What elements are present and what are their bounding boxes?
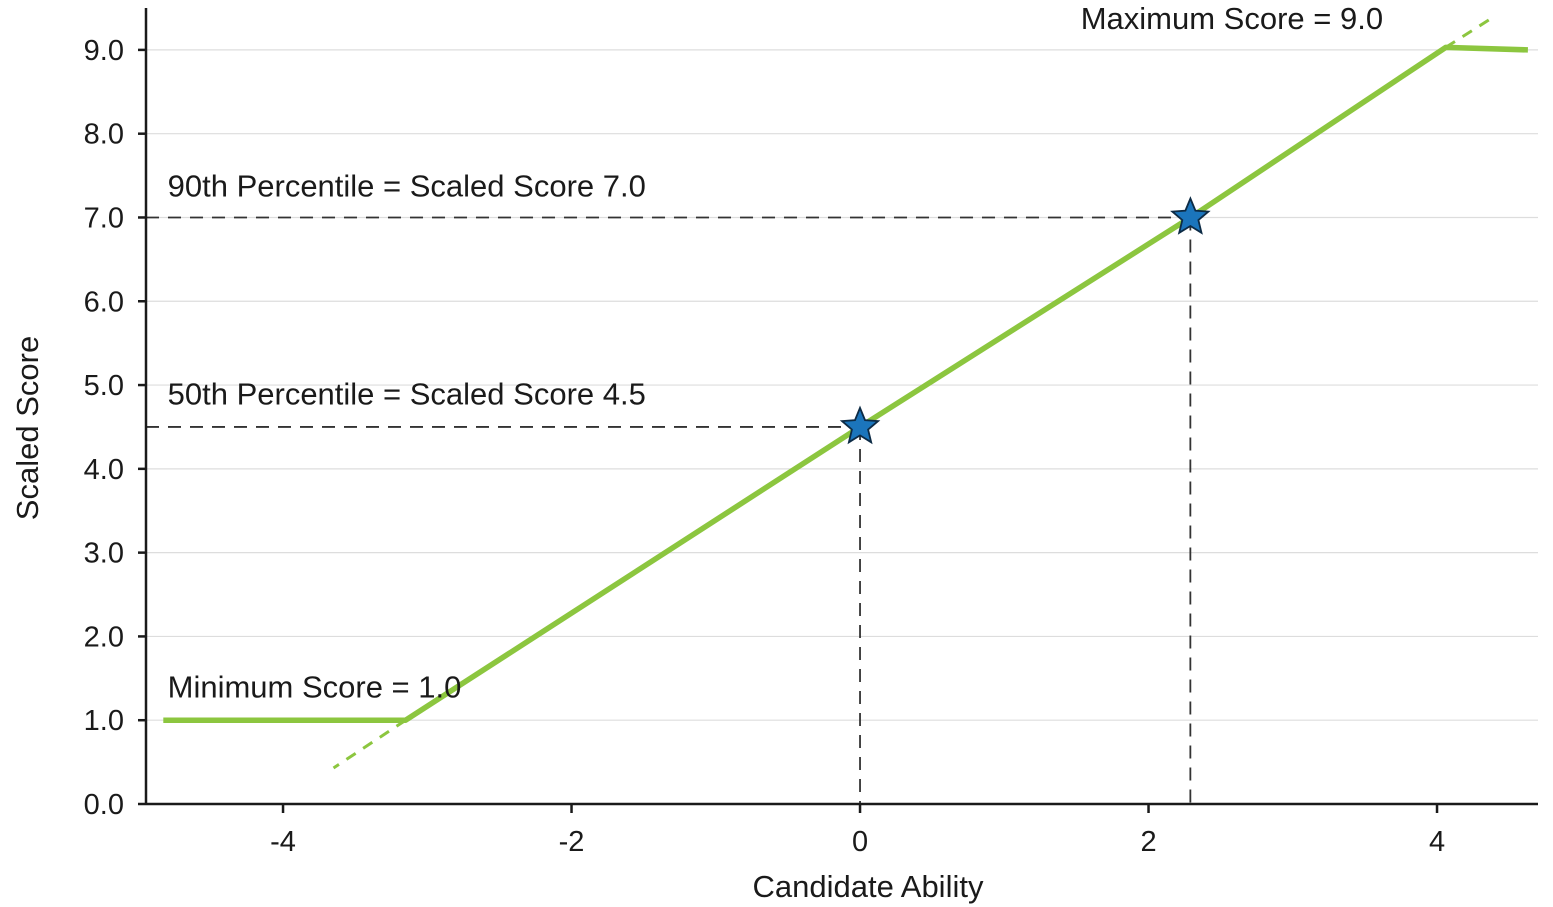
y-tick-label: 9.0 (84, 35, 124, 67)
axes (144, 8, 1538, 806)
x-tick-label: -2 (559, 826, 585, 858)
y-tick-label: 8.0 (84, 119, 124, 151)
extrapolation-line (332, 718, 407, 770)
y-tick-label: 6.0 (84, 286, 124, 318)
ticks: 0.0 1.0 2.0 3.0 4.0 5.0 6.0 7.0 8.0 9.0 -4 -2 0 2 4 (84, 35, 1445, 858)
y-tick-label: 5.0 (84, 370, 124, 402)
y-axis-title: Scaled Score (10, 336, 45, 520)
reference-lines (146, 216, 1192, 804)
y-tick-label: 2.0 (84, 621, 124, 653)
star-marker (1170, 196, 1211, 235)
y-tick-label: 4.0 (84, 454, 124, 486)
annotation-label: 90th Percentile = Scaled Score 7.0 (168, 169, 646, 204)
x-tick-label: 4 (1429, 826, 1445, 858)
star-marker (839, 405, 881, 445)
x-axis-title: Candidate Ability (753, 869, 984, 904)
y-tick-label: 0.0 (84, 789, 124, 821)
annotation-label: Maximum Score = 9.0 (1081, 1, 1383, 36)
extrapolation-line (1444, 16, 1493, 49)
x-tick-label: 0 (852, 826, 868, 858)
series (163, 16, 1528, 770)
annotations: Maximum Score = 9.0 90th Percentile = Sca… (168, 1, 1383, 705)
annotation-label: 50th Percentile = Scaled Score 4.5 (168, 376, 646, 411)
series-line (163, 44, 1528, 723)
y-tick-label: 3.0 (84, 538, 124, 570)
y-tick-label: 1.0 (84, 705, 124, 737)
markers (839, 196, 1211, 445)
x-tick-label: -4 (270, 826, 296, 858)
x-tick-label: 2 (1140, 826, 1156, 858)
annotation-label: Minimum Score = 1.0 (168, 670, 462, 705)
y-tick-label: 7.0 (84, 202, 124, 234)
